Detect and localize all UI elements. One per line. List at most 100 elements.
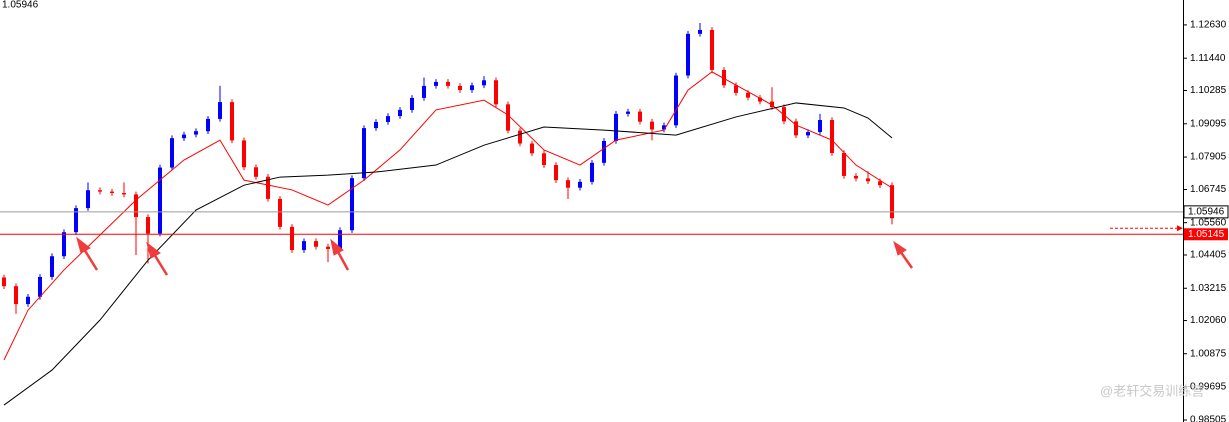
candle-body bbox=[782, 107, 786, 122]
candle-body bbox=[14, 286, 18, 305]
plot-area bbox=[0, 22, 1183, 406]
y-tick-label: 1.03215 bbox=[1190, 283, 1227, 294]
candle-body bbox=[494, 80, 498, 105]
candle-body bbox=[530, 143, 534, 154]
candle-body bbox=[470, 85, 474, 91]
candle-body bbox=[626, 111, 630, 114]
candle-body bbox=[602, 140, 606, 163]
candle-body bbox=[746, 92, 750, 98]
candle-body bbox=[26, 296, 30, 305]
y-tick-label: 1.06745 bbox=[1190, 184, 1227, 195]
candle-body bbox=[362, 128, 366, 179]
candle-body bbox=[74, 208, 78, 233]
candle-body bbox=[638, 111, 642, 122]
candle-body bbox=[818, 120, 822, 133]
candle-body bbox=[890, 185, 894, 219]
current-price-label: 1.05946 bbox=[1188, 207, 1225, 218]
candle-body bbox=[734, 85, 738, 93]
candle-body bbox=[122, 193, 126, 195]
y-tick-label: 1.11440 bbox=[1190, 53, 1226, 64]
y-tick-label: 1.10285 bbox=[1190, 85, 1227, 96]
candle-body bbox=[110, 191, 114, 194]
candle-body bbox=[134, 194, 138, 218]
candle-body bbox=[50, 256, 54, 277]
candle-body bbox=[506, 104, 510, 131]
arrow-head bbox=[893, 240, 907, 256]
y-tick-label: 1.12630 bbox=[1190, 20, 1227, 31]
y-tick-label: 1.00875 bbox=[1190, 348, 1227, 359]
candle-body bbox=[194, 131, 198, 135]
y-tick-label: 1.02060 bbox=[1190, 315, 1227, 326]
candle-body bbox=[722, 69, 726, 86]
candle-body bbox=[710, 29, 714, 70]
candle-body bbox=[554, 165, 558, 181]
candle-body bbox=[482, 80, 486, 86]
candle-body bbox=[314, 241, 318, 247]
candle-body bbox=[86, 190, 90, 209]
candle-body bbox=[542, 153, 546, 166]
candle-body bbox=[842, 153, 846, 176]
candle-body bbox=[878, 181, 882, 186]
support-price-box bbox=[1184, 228, 1228, 241]
candle-body bbox=[578, 181, 582, 188]
current-price-box bbox=[1183, 205, 1229, 219]
candle-body bbox=[758, 97, 762, 102]
candle-body bbox=[518, 130, 522, 144]
candle-body bbox=[38, 276, 42, 297]
candle-body bbox=[230, 102, 234, 141]
candle-body bbox=[854, 175, 858, 179]
moving-average bbox=[3, 102, 893, 406]
y-tick-label: 0.98505 bbox=[1190, 415, 1227, 422]
candle-body bbox=[614, 113, 618, 141]
arrows bbox=[76, 236, 914, 276]
candle-body bbox=[662, 125, 666, 130]
candle-body bbox=[566, 180, 570, 188]
candle-body bbox=[410, 97, 414, 110]
candle-body bbox=[242, 140, 246, 168]
top-price-label: 1.05946 bbox=[2, 0, 39, 11]
y-tick-label: 1.04405 bbox=[1190, 250, 1227, 261]
candle-body bbox=[266, 176, 270, 199]
arrow bbox=[82, 248, 99, 271]
candle-body bbox=[590, 162, 594, 182]
candle-body bbox=[218, 102, 222, 119]
arrow-head bbox=[146, 241, 161, 259]
candle-body bbox=[302, 241, 306, 251]
candle-body bbox=[2, 277, 6, 287]
candle-body bbox=[170, 138, 174, 168]
y-tick-label: 1.05560 bbox=[1190, 217, 1227, 228]
watermark: @老轩交易训练营 bbox=[1100, 383, 1204, 398]
candle-body bbox=[434, 81, 438, 86]
candle-body bbox=[146, 217, 150, 234]
candle-body bbox=[458, 85, 462, 91]
candle-body bbox=[206, 118, 210, 132]
candle-body bbox=[290, 226, 294, 251]
y-tick-label: 1.07905 bbox=[1190, 152, 1227, 163]
candle-body bbox=[350, 178, 354, 231]
arrow bbox=[898, 250, 914, 269]
candle-body bbox=[446, 81, 450, 86]
arrow-head bbox=[76, 236, 91, 254]
candle-body bbox=[326, 246, 330, 249]
candle-body bbox=[62, 232, 66, 257]
arrow bbox=[152, 253, 169, 276]
candle-body bbox=[278, 198, 282, 227]
support-pointer-head bbox=[1177, 225, 1183, 232]
candle-body bbox=[830, 120, 834, 154]
candle-body bbox=[254, 167, 258, 177]
candle-body bbox=[98, 190, 102, 192]
candle-body bbox=[374, 121, 378, 129]
candle-body bbox=[398, 109, 402, 117]
moving-average bbox=[3, 71, 893, 361]
candle-body bbox=[686, 33, 690, 76]
candle-body bbox=[698, 29, 702, 34]
support-price-label: 1.05145 bbox=[1188, 229, 1225, 240]
price-axis: 1.12630 1.11440 1.10285 1.09095 1.07905 1.067… bbox=[1183, 20, 1229, 422]
y-tick-label: 1.09095 bbox=[1190, 118, 1227, 129]
candle-body bbox=[422, 85, 426, 98]
candle-body bbox=[182, 134, 186, 139]
candle-body bbox=[158, 167, 162, 234]
candle-body bbox=[806, 132, 810, 136]
